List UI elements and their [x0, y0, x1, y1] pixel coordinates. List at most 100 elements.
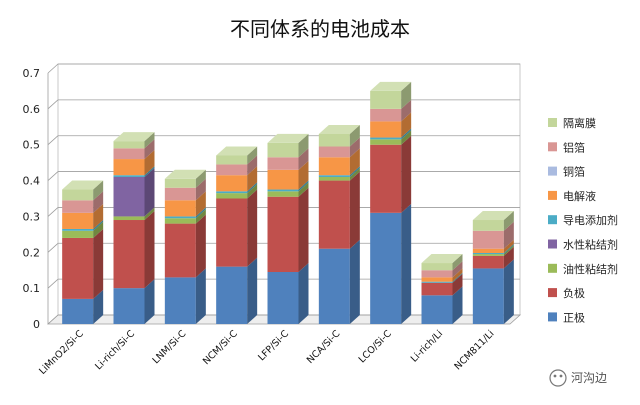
bar-segment-front [472, 220, 504, 231]
legend-swatch [548, 118, 557, 127]
bar-segment-front [62, 228, 94, 231]
bar-segment-side [195, 178, 206, 201]
bar-segment-front [216, 155, 248, 165]
y-tick-label: 0.4 [23, 175, 41, 188]
bar-segment-front [62, 298, 94, 324]
y-tick-label: 0.6 [23, 103, 41, 116]
legend-item: 隔离膜 [548, 116, 596, 130]
bar-segment-side [401, 99, 412, 122]
bar-segment-side [349, 167, 360, 181]
bar-segment-front [472, 248, 504, 254]
x-tick-label: NCM811/Li [452, 328, 496, 372]
y-tick-label: 0 [33, 318, 40, 331]
bar-segment-side [503, 239, 514, 254]
bar-segment-side [349, 124, 360, 147]
bar-segment-side [247, 146, 258, 165]
legend-item: 铝箔 [548, 140, 585, 154]
bar-segment-side [93, 180, 104, 201]
legend-item: 正极 [548, 310, 585, 324]
gridline-side [47, 314, 59, 325]
bar-segment-front [113, 288, 145, 324]
bar-segment-front [472, 255, 504, 269]
legend-item: 负极 [548, 286, 585, 300]
bar-segment-side [349, 239, 360, 324]
legend-swatch [548, 142, 557, 152]
bar-segment-side [298, 148, 309, 170]
bar-segment-front [267, 196, 299, 273]
bar-segment-side [401, 81, 412, 109]
legend-item: 电解液 [548, 189, 596, 203]
bar-stack [216, 146, 258, 324]
gridline-side [47, 135, 59, 146]
y-tick-label: 0.3 [23, 210, 41, 223]
bar-segment-front [216, 193, 248, 199]
watermark-icon-dot-2 [559, 374, 563, 378]
x-tick-label: Li-rich/Si-C [93, 328, 137, 372]
bar-segment-front [421, 281, 453, 283]
bar-segment-front [472, 268, 504, 324]
x-tick-label: LiMnO2/Si-C [37, 328, 86, 377]
legend-label: 油性粘结剂 [563, 262, 618, 276]
bar-segment-side [298, 182, 309, 197]
bar-stack [370, 81, 412, 324]
bar-segment-front [62, 230, 94, 238]
bar-segment-front [113, 216, 145, 221]
bar-segment-front [62, 200, 94, 213]
bar-segment-front [216, 198, 248, 267]
bar-segment-front [164, 277, 196, 324]
bar-segment-side [195, 191, 206, 217]
bar-segment-side [93, 203, 104, 229]
bar-stack [164, 169, 206, 324]
bar-segment-side [195, 169, 206, 188]
bar-segment-side [93, 228, 104, 299]
bar-top [472, 211, 514, 221]
bar-segment-side [452, 272, 463, 283]
bar-segment-side [503, 244, 514, 255]
legend-swatch [548, 288, 557, 298]
bar-segment-front [421, 263, 453, 271]
bar-segment-side [298, 187, 309, 273]
bar-segment-side [144, 211, 155, 289]
bar-segment-front [370, 212, 402, 324]
bar-segment-front [113, 176, 145, 217]
bar-segment-front [370, 139, 402, 145]
bar-segment-front [164, 178, 196, 188]
watermark: 河沟边 [549, 369, 607, 387]
bar-segment-front [164, 218, 196, 224]
legend-swatch [548, 166, 557, 176]
chart-title: 不同体系的电池成本 [230, 17, 410, 41]
y-tick-label: 0.1 [23, 282, 41, 295]
bar-segment-front [370, 90, 402, 109]
bar-segment-front [421, 277, 453, 282]
x-tick-label: NCA/Si-C [305, 328, 343, 366]
bar-segment-front [216, 191, 248, 194]
y-tick-label: 0.2 [23, 246, 41, 259]
bar-segment-front [370, 121, 402, 138]
bar-top [113, 132, 155, 142]
bar-segment-side [401, 112, 412, 138]
bar-segment-side [144, 150, 155, 176]
bar-segment-front [113, 175, 145, 177]
y-tick-label: 0.5 [23, 139, 41, 152]
legend-swatch [548, 312, 557, 322]
legend-swatch [548, 190, 557, 200]
bar-segment-side [93, 219, 104, 231]
x-tick-label: NCM/Si-C [201, 328, 240, 367]
bar-segment-front [164, 223, 196, 278]
bar-segment-front [113, 148, 145, 160]
bar-segment-side [195, 207, 206, 219]
bar-segment-side [247, 155, 258, 176]
bar-segment-front [472, 254, 504, 256]
bar-segment-front [318, 157, 350, 176]
gridline-side [47, 242, 59, 253]
bar-segment-side [247, 166, 258, 192]
gridline-side [47, 207, 59, 217]
y-tick-label: 0.7 [23, 67, 41, 80]
bar-stack [267, 133, 309, 324]
bar-segment-front [370, 144, 402, 213]
bar-segment-side [144, 139, 155, 160]
bar-segment-side [298, 160, 309, 190]
bar-segment-side [401, 128, 412, 140]
bar-segment-side [452, 286, 463, 324]
